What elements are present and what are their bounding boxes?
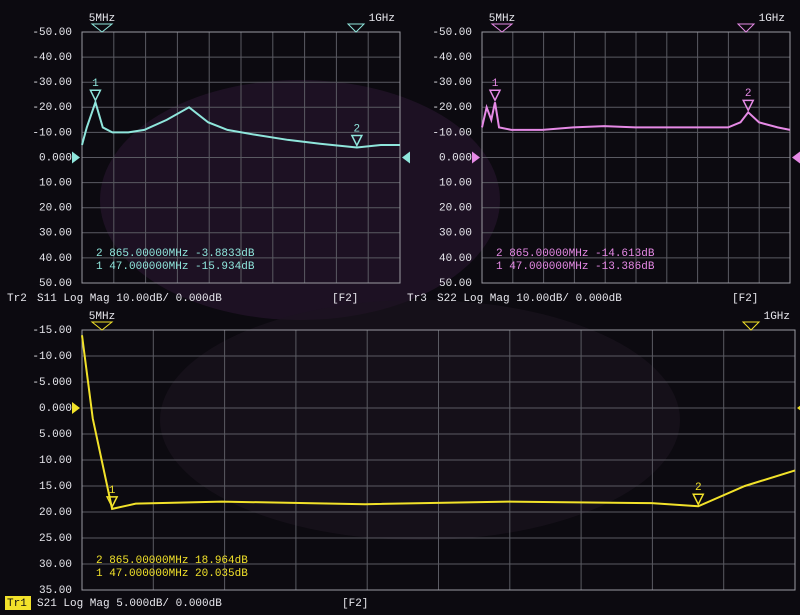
reference-marker [72, 402, 80, 414]
marker-label: 2 [745, 88, 752, 100]
start-label: 5MHz [489, 13, 515, 25]
reference-marker [402, 151, 410, 164]
y-tick-label: 40.00 [39, 253, 72, 265]
marker-label: 2 [695, 482, 702, 494]
marker-label: 2 [354, 123, 361, 135]
reference-marker [797, 405, 800, 411]
marker-label: 1 [92, 78, 99, 90]
y-tick-label: 10.00 [39, 455, 72, 467]
marker-readout: 1 47.000000MHz -13.386dB [496, 261, 655, 273]
y-tick-label: -20.00 [32, 102, 72, 114]
marker-readout: 2 865.00000MHz 18.964dB [96, 555, 248, 567]
start-label: 5MHz [89, 13, 115, 25]
y-tick-label: 15.00 [39, 481, 72, 493]
trace [81, 98, 400, 149]
reference-marker [72, 151, 80, 164]
channel-label: [F2] [342, 598, 368, 610]
start-marker [490, 23, 514, 33]
stop-label: 1GHz [759, 13, 785, 25]
y-tick-label: 20.00 [439, 203, 472, 215]
y-tick-label: -50.00 [432, 27, 472, 39]
y-tick-label: 35.00 [39, 585, 72, 597]
y-tick-label: -10.00 [432, 127, 472, 139]
marker-readout: 2 865.00000MHz -14.613dB [496, 248, 655, 260]
y-tick-label: -10.00 [32, 351, 72, 363]
marker [692, 493, 705, 506]
marker [488, 89, 502, 102]
start-marker [90, 23, 114, 33]
stop-label: 1GHz [369, 13, 395, 25]
y-tick-label: -40.00 [432, 52, 472, 64]
y-tick-label: 20.00 [39, 507, 72, 519]
y-tick-label: -50.00 [32, 27, 72, 39]
y-tick-label: 40.00 [439, 253, 472, 265]
marker [741, 99, 755, 112]
y-tick-label: -30.00 [432, 77, 472, 89]
channel-label: [F2] [732, 293, 758, 305]
trace-format: S11 Log Mag 10.00dB/ 0.000dB [37, 293, 222, 305]
y-tick-label: -40.00 [32, 52, 72, 64]
trace-label: Tr2 [7, 293, 27, 305]
marker [350, 134, 364, 148]
marker-readout: 2 865.00000MHz -3.8833dB [96, 248, 255, 260]
marker [89, 89, 102, 102]
stop-label: 1GHz [764, 311, 790, 323]
stop-marker [741, 321, 761, 331]
y-tick-label: 30.00 [39, 559, 72, 571]
y-tick-label: 10.00 [439, 178, 472, 190]
start-label: 5MHz [89, 311, 115, 323]
y-tick-label: -30.00 [32, 77, 72, 89]
y-tick-label: 30.00 [39, 228, 72, 240]
y-tick-label: 50.00 [439, 278, 472, 290]
marker [105, 496, 119, 509]
stop-marker [736, 23, 756, 33]
y-tick-label: -20.00 [432, 102, 472, 114]
y-tick-label: 25.00 [39, 533, 72, 545]
marker-readout: 1 47.000000MHz -15.934dB [96, 261, 255, 273]
trace-format: S21 Log Mag 5.000dB/ 0.000dB [37, 598, 222, 610]
screen-glare [160, 300, 680, 540]
y-tick-label: 0.000 [39, 152, 72, 164]
plot-frame [81, 31, 401, 284]
marker-label: 1 [492, 78, 499, 90]
trace-badge [5, 596, 31, 610]
marker-label: 1 [109, 485, 116, 497]
trace [481, 102, 791, 131]
y-tick-label: 20.00 [39, 203, 72, 215]
y-tick-label: 10.00 [39, 178, 72, 190]
y-tick-label: 30.00 [439, 228, 472, 240]
trace [81, 335, 796, 511]
trace-label: Tr1 [7, 598, 27, 610]
y-tick-label: -10.00 [32, 127, 72, 139]
trace-label: Tr3 [407, 293, 427, 305]
marker-readout: 1 47.000000MHz 20.035dB [96, 568, 248, 580]
reference-marker [472, 151, 480, 164]
reference-marker [792, 151, 800, 164]
plot-frame [481, 31, 791, 284]
stop-marker [346, 23, 366, 33]
y-tick-label: -15.00 [32, 325, 72, 337]
channel-label: [F2] [332, 293, 358, 305]
start-marker [90, 321, 114, 331]
y-tick-label: 50.00 [39, 278, 72, 290]
y-tick-label: -5.000 [32, 377, 72, 389]
y-tick-label: 0.000 [39, 403, 72, 415]
y-tick-label: 5.000 [39, 429, 72, 441]
trace-format: S22 Log Mag 10.00dB/ 0.000dB [437, 293, 622, 305]
plot-frame [81, 329, 796, 591]
y-tick-label: 0.000 [439, 152, 472, 164]
